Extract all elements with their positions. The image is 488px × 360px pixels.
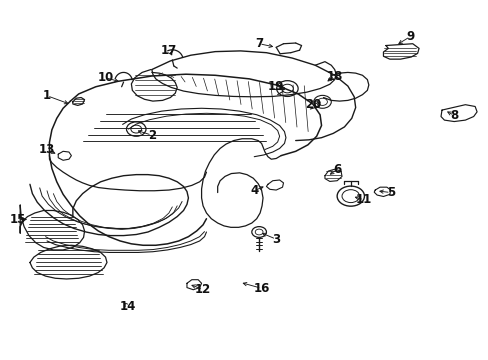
Text: 19: 19 [267,80,284,93]
Text: 6: 6 [332,163,341,176]
Text: 8: 8 [449,109,457,122]
Text: 7: 7 [255,37,263,50]
Text: 4: 4 [250,184,258,197]
Text: 13: 13 [39,143,55,156]
Text: 10: 10 [97,71,113,84]
Text: 15: 15 [10,213,26,226]
Text: 11: 11 [355,193,371,206]
Text: 2: 2 [147,129,156,142]
Text: 5: 5 [386,186,394,199]
Text: 3: 3 [272,233,280,246]
Text: 14: 14 [119,300,135,313]
Text: 9: 9 [406,30,413,43]
Text: 17: 17 [161,44,177,57]
Text: 1: 1 [43,89,51,102]
Text: 18: 18 [326,69,342,82]
Text: 16: 16 [253,282,269,295]
Text: 20: 20 [304,98,320,111]
Text: 12: 12 [195,283,211,296]
